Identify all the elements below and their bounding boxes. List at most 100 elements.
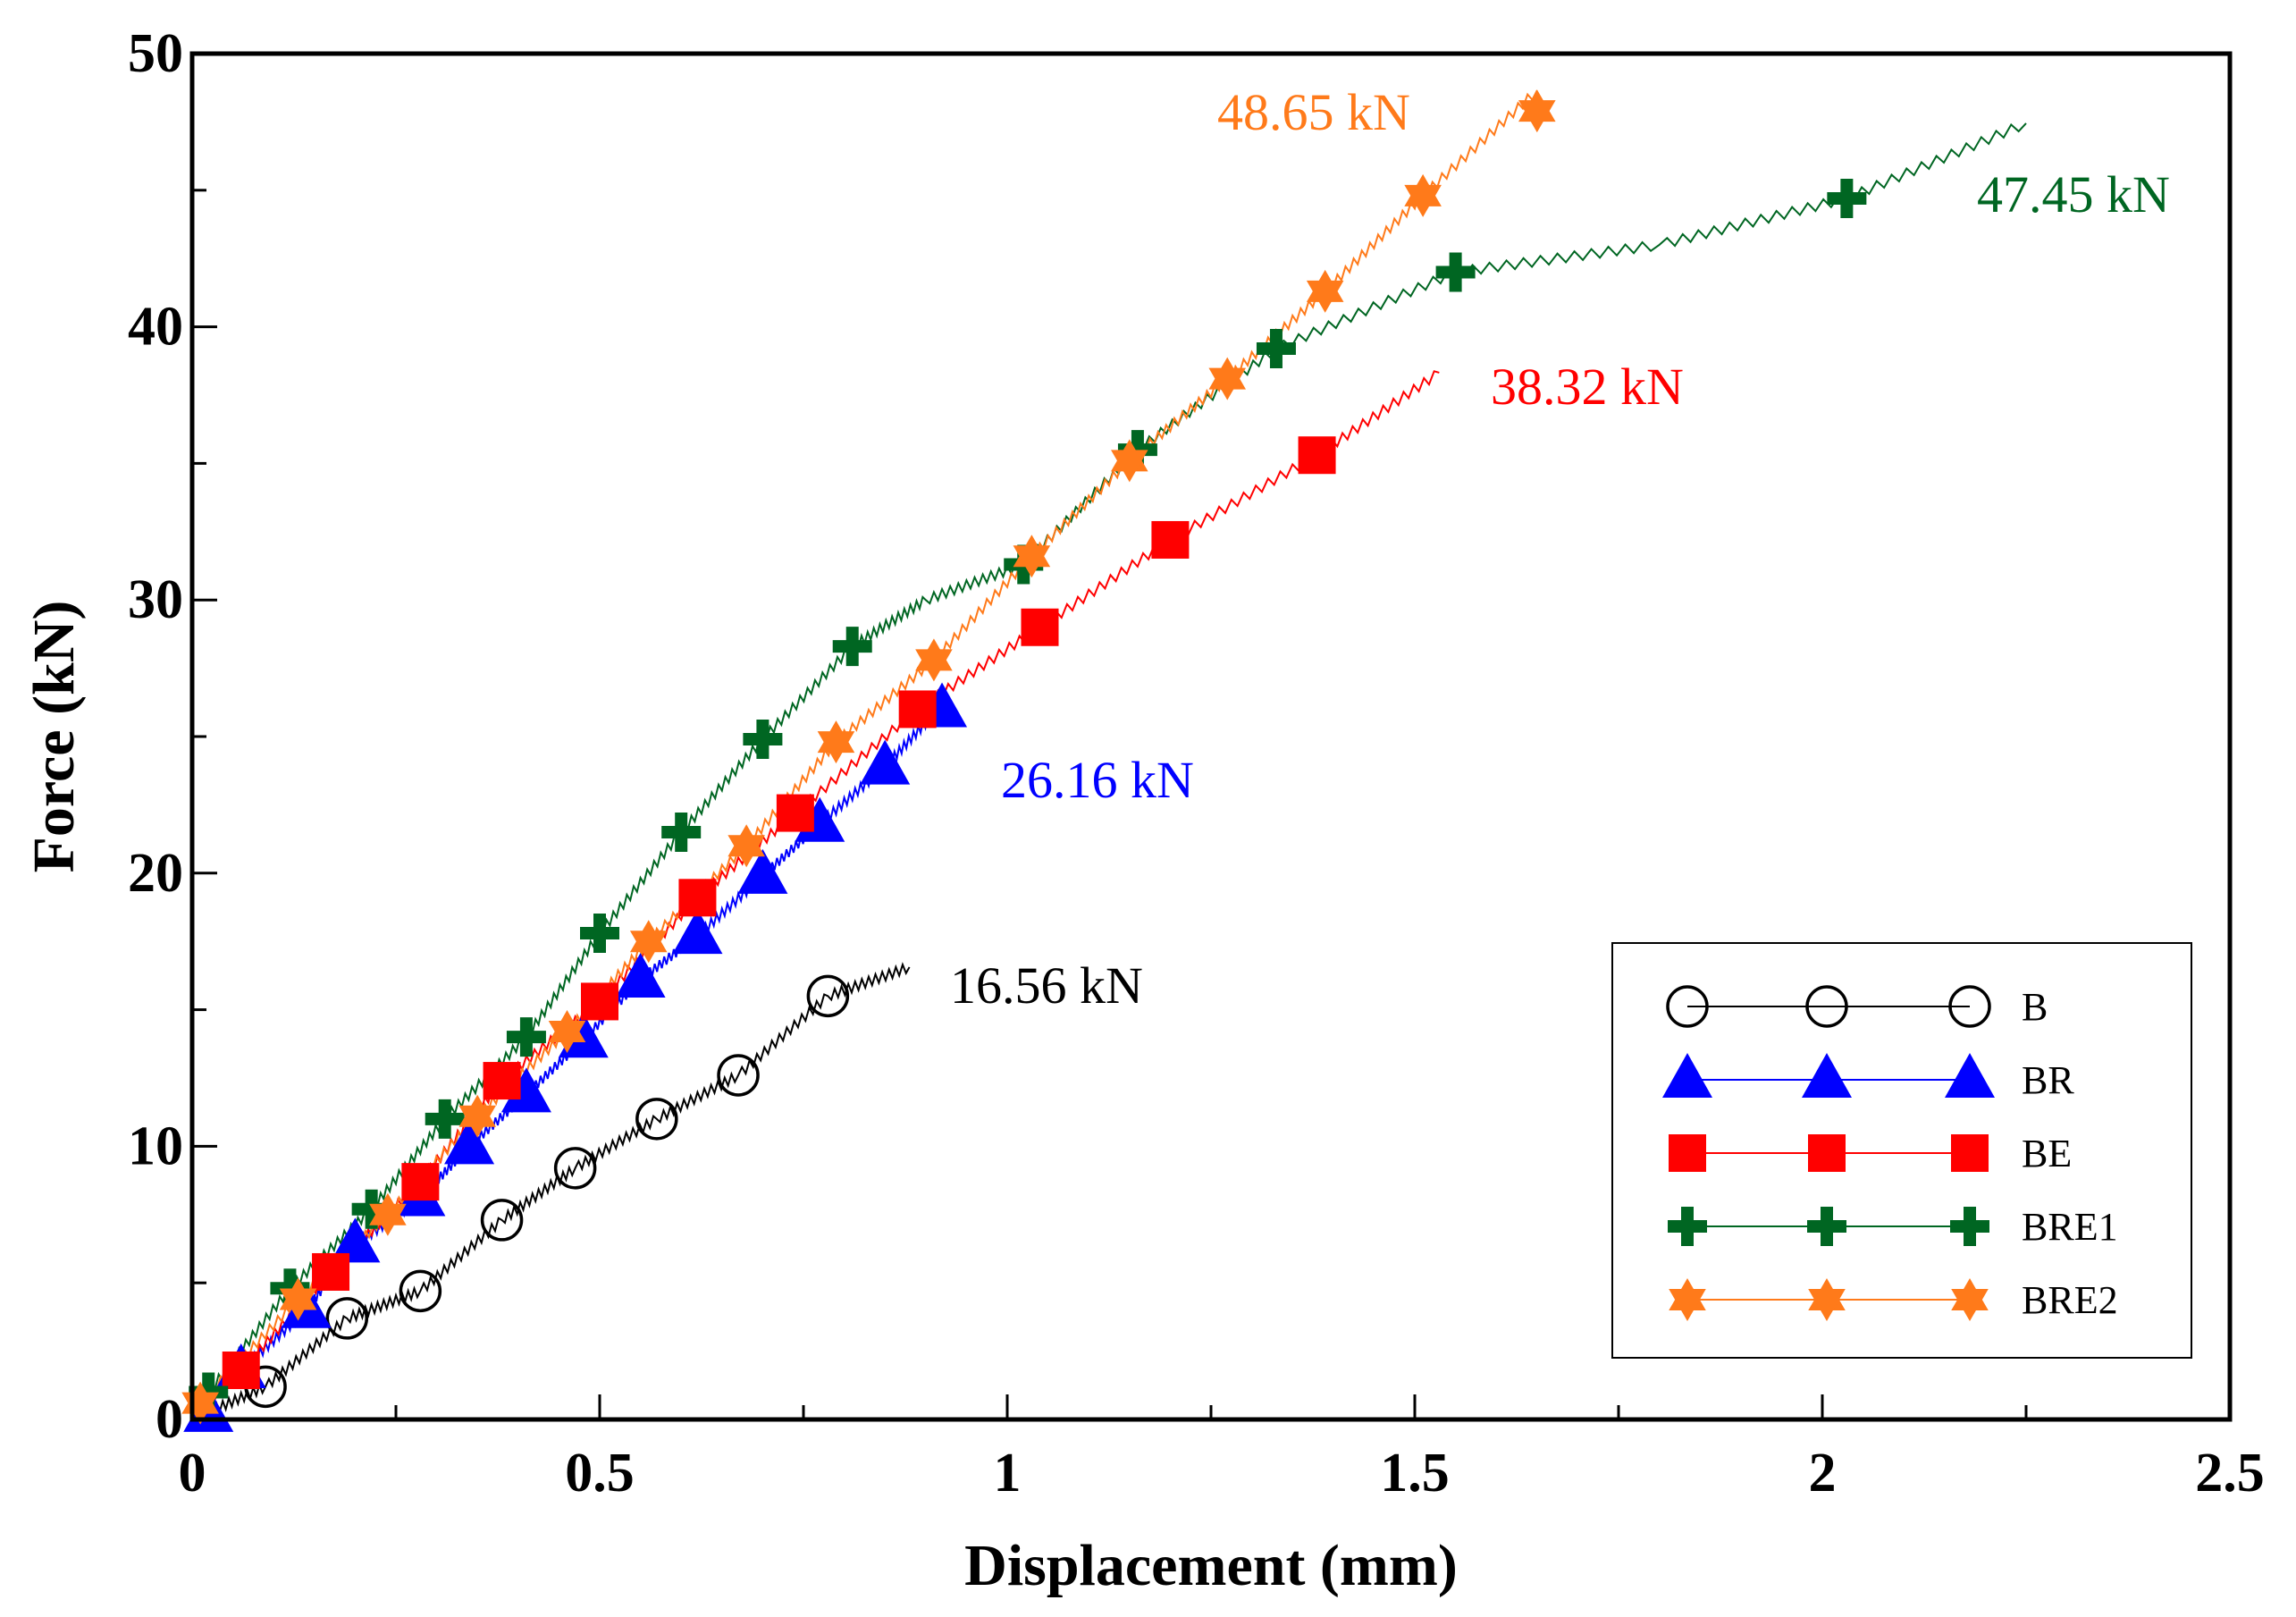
y-tick-label: 50 (128, 23, 183, 84)
legend: B BR BE BRE1 BRE2 (1611, 942, 2192, 1359)
legend-label: BE (2022, 1132, 2072, 1175)
data-point-br (330, 1217, 381, 1263)
y-tick-label: 20 (128, 843, 183, 904)
peak-label-be: 38.32 kN (1491, 358, 1684, 416)
data-point-bre2 (1518, 89, 1556, 133)
legend-marker (1951, 1134, 1989, 1172)
data-point-bre2 (369, 1192, 407, 1236)
plot-frame (189, 51, 2233, 1422)
data-point-bre1 (580, 914, 619, 954)
data-point-bre1 (1827, 178, 1867, 218)
y-tick-labels: 0 10 20 30 40 50 (128, 23, 183, 1450)
data-point-bre2 (629, 920, 668, 964)
data-point-b (717, 1054, 760, 1097)
legend-marker (1951, 1278, 1989, 1321)
legend-entry-bre1: BRE1 (1668, 1205, 2118, 1249)
data-point-bre1 (1435, 252, 1476, 292)
legend-box (1611, 942, 2192, 1359)
data-point-bre1 (425, 1099, 465, 1139)
data-point-bre1 (351, 1189, 391, 1229)
data-point-br (615, 952, 666, 998)
data-point-bre2 (1111, 439, 1148, 483)
legend-marker (1807, 1207, 1846, 1246)
legend-marker (1666, 985, 1709, 1028)
data-point-b (480, 1199, 524, 1242)
data-point-be (483, 1062, 521, 1100)
legend-marker (1662, 1053, 1712, 1098)
x-tick-labels: 0 0.5 1 1.5 2 2.5 (179, 1443, 2265, 1503)
x-tick-label: 1 (994, 1443, 1022, 1503)
data-point-br (672, 909, 723, 955)
data-point-bre2 (279, 1277, 317, 1321)
data-point-bre1 (661, 812, 702, 852)
data-point-bre2 (817, 720, 855, 764)
minor-ticks (192, 189, 2028, 1419)
data-point-bre2 (1013, 535, 1051, 578)
legend-entry-b: B (1666, 985, 2048, 1029)
data-point-b (806, 974, 850, 1018)
legend-marker (1805, 985, 1848, 1028)
series-line-bre1 (191, 122, 2027, 1424)
legend-marker (1945, 1053, 1995, 1098)
legend-marker (1948, 985, 1991, 1028)
legend-label: BR (2022, 1058, 2074, 1102)
series-line-be (191, 370, 1440, 1425)
legend-entry-br: BR (1662, 1053, 2074, 1102)
legend-marker (1669, 1278, 1706, 1321)
y-axis-title: Force (kN) (21, 601, 87, 873)
data-point-be (581, 982, 618, 1021)
data-point-be (1021, 608, 1059, 646)
data-point-bre1 (832, 627, 872, 667)
y-tick-label: 40 (128, 297, 183, 358)
x-tick-label: 1.5 (1380, 1443, 1450, 1503)
data-point-bre2 (1404, 173, 1442, 217)
data-point-br (737, 848, 788, 894)
data-point-b (635, 1098, 678, 1141)
data-point-be (222, 1351, 260, 1389)
data-point-bre1 (270, 1268, 310, 1309)
data-point-br (558, 1013, 609, 1058)
y-tick-label: 0 (156, 1389, 183, 1450)
peak-annotations: 16.56 kN 26.16 kN 38.32 kN 47.45 kN 48.65 kN (950, 83, 2170, 1015)
data-point-bre1 (743, 720, 783, 760)
data-point-be (401, 1163, 440, 1201)
data-point-be (312, 1252, 350, 1291)
data-point-bre2 (727, 824, 765, 868)
peak-label-bre2: 48.65 kN (1217, 83, 1410, 141)
legend-label: BRE1 (2022, 1205, 2118, 1249)
data-point-be (898, 690, 937, 728)
data-point-bre1 (1117, 430, 1157, 470)
y-tick-label: 30 (128, 569, 183, 630)
series-markers (181, 89, 1867, 1432)
data-point-b (553, 1147, 597, 1190)
x-tick-label: 0 (179, 1443, 206, 1503)
peak-label-b: 16.56 kN (950, 956, 1143, 1015)
data-point-bre1 (506, 1017, 546, 1057)
data-point-bre1 (1256, 329, 1296, 369)
legend-marker (1668, 1207, 1707, 1246)
legend-label: BRE2 (2022, 1278, 2118, 1322)
peak-label-bre1: 47.45 kN (1977, 165, 2170, 223)
legend-entry-bre2: BRE2 (1669, 1278, 2118, 1322)
y-tick-label: 10 (128, 1116, 183, 1176)
legend-marker (1950, 1207, 1989, 1246)
peak-label-br: 26.16 kN (1001, 751, 1194, 809)
data-point-be (1151, 520, 1190, 559)
data-point-bre2 (1306, 269, 1344, 313)
data-point-bre2 (548, 1010, 586, 1054)
data-point-be (1298, 436, 1336, 475)
data-point-bre2 (1208, 357, 1247, 400)
x-tick-label: 2.5 (2195, 1443, 2265, 1503)
x-axis-title: Displacement (mm) (964, 1533, 1458, 1598)
legend-label: B (2022, 985, 2048, 1029)
legend-marker (1808, 1134, 1846, 1172)
x-tick-label: 2 (1809, 1443, 1837, 1503)
data-point-bre1 (189, 1372, 229, 1412)
data-point-br (500, 1067, 551, 1113)
x-tick-label: 0.5 (565, 1443, 635, 1503)
series-line-b (191, 962, 911, 1426)
data-point-b (325, 1297, 369, 1340)
legend-marker (1802, 1053, 1852, 1098)
data-point-br (444, 1119, 495, 1165)
